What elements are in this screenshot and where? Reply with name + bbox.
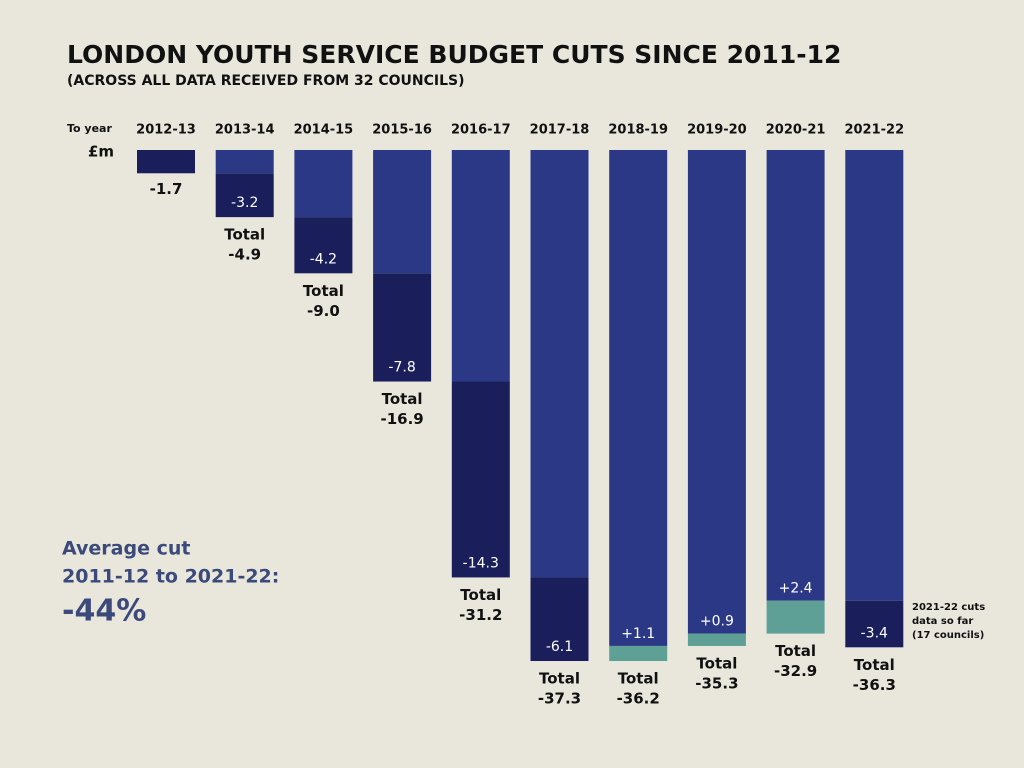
note: (17 councils) xyxy=(912,630,984,641)
total-caption: Total xyxy=(382,390,423,408)
bar-total xyxy=(530,150,589,578)
bar-change xyxy=(215,173,274,218)
x-tick-label: 2020-21 xyxy=(766,123,826,138)
change-label: -4.2 xyxy=(310,251,337,267)
x-tick-label: 2012-13 xyxy=(136,123,196,138)
bar-total xyxy=(845,150,904,601)
change-label: +1.1 xyxy=(621,626,655,642)
bar-total xyxy=(294,150,353,218)
total-caption: Total xyxy=(618,670,659,688)
bar-total xyxy=(766,150,825,601)
total-label: -4.9 xyxy=(228,246,261,264)
note: 2021-22 cuts xyxy=(912,602,985,613)
x-tick-label: 2018-19 xyxy=(608,123,668,138)
total-caption: Total xyxy=(696,654,737,672)
total-label: -32.9 xyxy=(774,662,817,680)
change-label: -7.8 xyxy=(388,360,415,376)
change-label: +2.4 xyxy=(779,581,813,597)
total-label: -31.2 xyxy=(459,606,502,624)
bar-change xyxy=(294,217,353,274)
x-tick-label: 2016-17 xyxy=(451,123,511,138)
total-label: -9.0 xyxy=(307,302,340,320)
bar-change xyxy=(137,150,195,174)
bar-change xyxy=(845,600,904,648)
total-caption: Total xyxy=(539,670,580,688)
x-label: To year xyxy=(67,122,112,135)
change-label: -6.1 xyxy=(546,639,573,655)
bar-change xyxy=(766,600,825,634)
total-label: -35.3 xyxy=(695,674,738,692)
bar-total xyxy=(609,150,668,646)
average-label: Average cut xyxy=(62,538,190,560)
unit-label: £m xyxy=(88,143,114,161)
total-label: -37.3 xyxy=(538,690,581,708)
change-label: -14.3 xyxy=(463,555,499,571)
change-label: +0.9 xyxy=(700,614,734,630)
bar-total xyxy=(373,150,432,274)
change-label: -1.7 xyxy=(150,180,183,198)
x-tick-label: 2015-16 xyxy=(372,123,432,138)
chart-subtitle: (ACROSS ALL DATA RECEIVED FROM 32 COUNCI… xyxy=(67,73,465,89)
total-caption: Total xyxy=(224,226,265,244)
x-tick-label: 2017-18 xyxy=(530,123,590,138)
total-caption: Total xyxy=(775,642,816,660)
change-label: -3.2 xyxy=(231,195,258,211)
bar-total xyxy=(451,150,510,382)
bar-change xyxy=(451,381,510,578)
total-caption: Total xyxy=(303,282,344,300)
bar-total xyxy=(687,150,746,634)
total-caption: Total xyxy=(460,586,501,604)
x-tick-label: 2019-20 xyxy=(687,123,747,138)
bar-total xyxy=(215,150,274,174)
x-tick-label: 2013-14 xyxy=(215,123,275,138)
total-label: -16.9 xyxy=(380,410,423,428)
average-label: 2011-12 to 2021-22: xyxy=(62,566,279,588)
total-label: -36.2 xyxy=(617,690,660,708)
bar-change xyxy=(530,577,589,662)
chart-title: LONDON YOUTH SERVICE BUDGET CUTS SINCE 2… xyxy=(67,40,841,69)
total-label: -36.3 xyxy=(853,676,896,694)
note: data so far xyxy=(912,616,973,627)
x-tick-label: 2014-15 xyxy=(294,123,354,138)
bar-change xyxy=(687,633,746,646)
bar-change xyxy=(373,273,432,382)
bar-change xyxy=(609,645,668,662)
average-value: -44% xyxy=(62,594,146,629)
x-tick-label: 2021-22 xyxy=(844,123,904,138)
total-caption: Total xyxy=(854,656,895,674)
change-label: -3.4 xyxy=(861,625,888,641)
